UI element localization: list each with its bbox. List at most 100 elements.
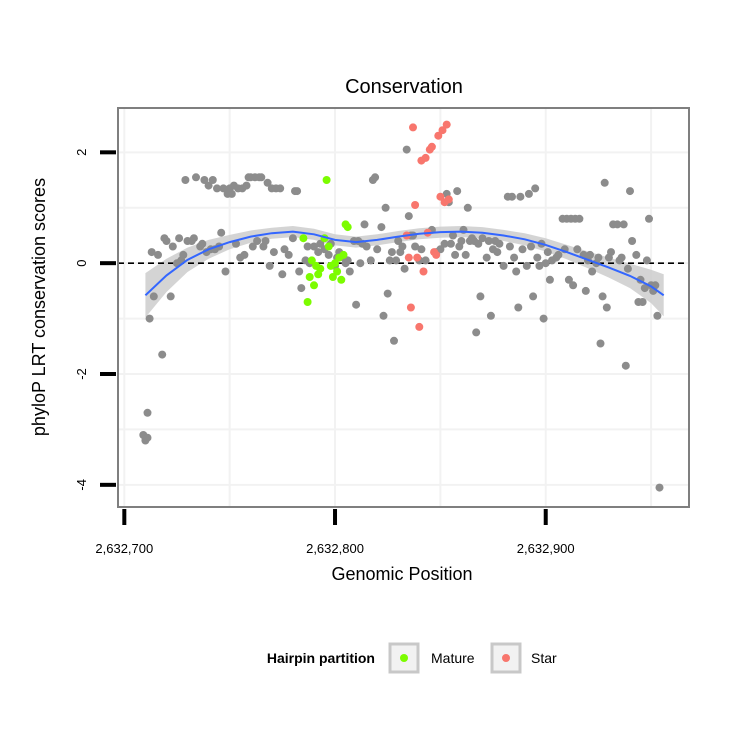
- point-other: [581, 286, 590, 295]
- point-other: [242, 181, 251, 190]
- point-other: [316, 239, 325, 248]
- point-other: [278, 270, 287, 279]
- point-other: [541, 259, 550, 268]
- point-other: [398, 242, 407, 251]
- point-other: [607, 248, 615, 257]
- point-star: [442, 120, 451, 129]
- point-other: [276, 184, 285, 193]
- point-other: [198, 239, 207, 248]
- point-other: [162, 237, 171, 245]
- point-other: [476, 292, 485, 301]
- point-other: [529, 292, 538, 301]
- point-other: [383, 289, 392, 298]
- legend-label-mature: Mature: [431, 650, 475, 666]
- point-other: [143, 408, 152, 417]
- point-other: [484, 237, 493, 245]
- point-star: [406, 303, 415, 312]
- point-other: [527, 242, 535, 251]
- point-other: [345, 267, 354, 276]
- point-other: [284, 250, 293, 259]
- point-mature: [316, 264, 325, 273]
- point-other: [411, 242, 420, 251]
- point-other: [166, 292, 175, 301]
- x-tick-label: 2,632,900: [517, 541, 575, 556]
- point-other: [390, 336, 398, 345]
- point-other: [385, 256, 394, 265]
- point-star: [436, 192, 445, 201]
- point-other: [482, 253, 491, 262]
- point-star: [432, 250, 441, 259]
- point-mature: [303, 298, 312, 306]
- point-other: [554, 250, 563, 259]
- point-other: [573, 245, 582, 254]
- point-other: [371, 173, 380, 182]
- point-other: [524, 189, 533, 198]
- point-other: [594, 253, 603, 262]
- point-star: [438, 126, 447, 135]
- point-other: [598, 292, 607, 301]
- point-other: [143, 433, 152, 442]
- point-other: [621, 361, 630, 370]
- point-other: [495, 239, 504, 248]
- point-other: [569, 281, 578, 290]
- legend-item-star: Star: [490, 642, 557, 674]
- point-other: [387, 248, 396, 257]
- point-other: [217, 228, 226, 237]
- point-other: [293, 187, 302, 196]
- panel-border: [117, 107, 690, 508]
- point-other: [453, 187, 462, 196]
- y-tick-label: 0: [74, 260, 89, 267]
- point-other: [518, 245, 527, 254]
- point-other: [436, 245, 445, 254]
- point-other: [640, 284, 649, 293]
- point-other: [588, 267, 597, 276]
- point-mature: [333, 267, 342, 276]
- chart-title: Conservation: [345, 76, 463, 98]
- point-other: [189, 234, 198, 243]
- point-other: [421, 256, 430, 265]
- point-star: [409, 123, 417, 132]
- point-other: [404, 212, 413, 221]
- point-other: [253, 237, 262, 245]
- data-points: [139, 120, 664, 492]
- point-other: [257, 173, 266, 182]
- point-other: [522, 261, 531, 270]
- point-mature: [324, 242, 333, 251]
- x-tick-label: 2,632,800: [306, 541, 364, 556]
- point-other: [145, 314, 154, 323]
- point-other: [440, 239, 449, 248]
- point-other: [638, 298, 647, 306]
- point-star: [444, 195, 453, 204]
- point-other: [461, 250, 470, 259]
- point-other: [392, 256, 401, 265]
- smooth-line: [144, 230, 665, 297]
- point-other: [280, 245, 289, 254]
- smooth-curve: [144, 230, 665, 297]
- point-other: [377, 223, 386, 232]
- point-other: [221, 267, 230, 276]
- point-star: [411, 201, 420, 209]
- point-star: [421, 153, 430, 162]
- point-other: [645, 214, 653, 223]
- grid-lines: [118, 108, 689, 507]
- legend-key-mature: [388, 642, 420, 674]
- legend: Hairpin partition Mature Star: [267, 642, 557, 674]
- point-other: [158, 350, 167, 359]
- point-other: [623, 264, 632, 273]
- point-other: [402, 145, 411, 154]
- legend-swatch-mature: [400, 654, 408, 662]
- point-other: [381, 203, 390, 212]
- point-other: [642, 256, 651, 265]
- point-other: [586, 250, 594, 259]
- y-axis: -4 -2 0 2: [74, 149, 116, 491]
- point-other: [175, 234, 184, 243]
- point-other: [446, 239, 455, 248]
- point-other: [269, 248, 278, 257]
- point-other: [400, 264, 409, 273]
- point-other: [373, 245, 382, 254]
- point-other: [628, 237, 637, 245]
- point-mature: [299, 234, 308, 243]
- point-star: [413, 253, 422, 262]
- point-other: [356, 259, 365, 268]
